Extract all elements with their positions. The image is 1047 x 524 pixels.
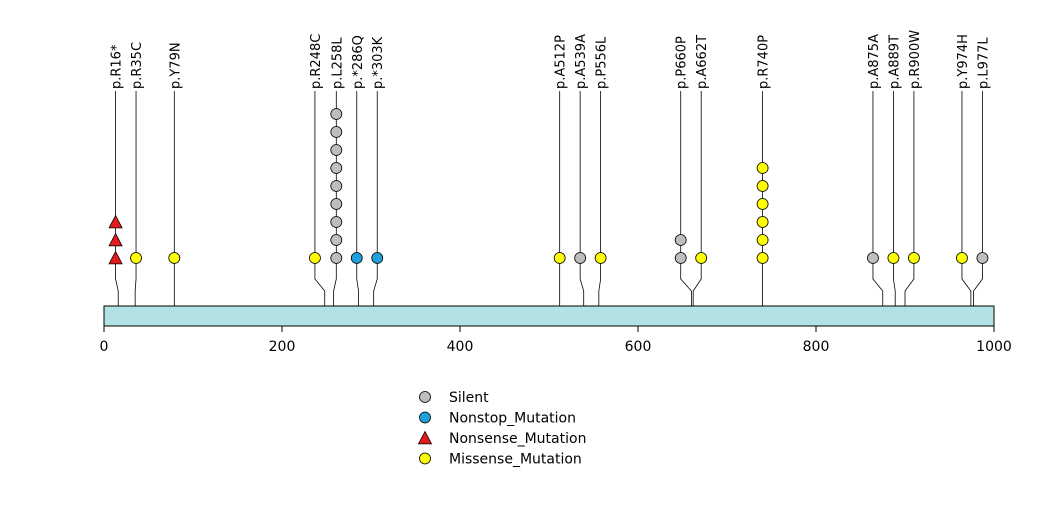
lollipop-stem xyxy=(356,91,359,326)
silent-marker xyxy=(330,234,343,246)
silent-marker xyxy=(574,252,587,264)
mutation-label: p.Y974H xyxy=(956,34,971,89)
missense-marker xyxy=(756,216,769,228)
silent-marker xyxy=(674,234,687,246)
x-tick-label: 600 xyxy=(625,339,652,355)
silent-marker xyxy=(330,198,343,210)
lollipop-stem xyxy=(373,91,378,326)
silent-marker xyxy=(330,180,343,192)
missense-marker xyxy=(756,180,769,192)
mutation-label: p.A889T xyxy=(887,35,902,89)
legend-missense-label: Missense_Mutation xyxy=(449,452,582,468)
legend-nonstop-label: Nonstop_Mutation xyxy=(449,411,576,427)
lollipop-stem xyxy=(692,91,702,326)
mutation-label: p.L977L xyxy=(976,37,991,89)
protein-bar xyxy=(103,305,995,327)
legend-nonsense-marker xyxy=(417,430,433,445)
missense-marker xyxy=(553,252,566,264)
legend-nonsense-label: Nonsense_Mutation xyxy=(449,431,586,447)
lollipop-stem xyxy=(598,91,602,326)
nonsense-marker xyxy=(108,250,123,265)
mutation-label: p.A875A xyxy=(867,34,882,89)
x-axis: 0 200 400 600 800 1000 xyxy=(100,325,1012,355)
missense-marker xyxy=(956,252,968,264)
mutation-label: p.*286Q xyxy=(351,35,366,89)
missense-marker xyxy=(594,252,607,264)
silent-marker xyxy=(976,252,989,264)
silent-marker xyxy=(867,252,879,264)
mutation-label: p.A539A xyxy=(574,34,589,89)
mutation-label: p.R900W xyxy=(908,30,923,89)
lollipop-stem xyxy=(904,91,915,326)
nonstop-marker xyxy=(350,252,363,264)
silent-marker xyxy=(674,252,687,264)
stems-layer xyxy=(115,91,983,326)
missense-marker xyxy=(756,234,769,246)
mutation-label: p.*303K xyxy=(371,36,386,89)
missense-marker xyxy=(887,252,900,264)
mutation-label: p.R248C xyxy=(309,34,324,89)
nonstop-marker xyxy=(371,252,384,264)
missense-marker xyxy=(130,252,142,264)
nonsense-marker xyxy=(108,232,123,247)
legend-silent-marker xyxy=(419,391,431,403)
mutation-label: p.R16* xyxy=(110,44,125,89)
mutation-labels-layer: p.R16* p.R35C p.Y79N p.R248C p.L258L p.*286Q p… xyxy=(110,30,992,89)
x-tick-label: 400 xyxy=(447,339,474,355)
silent-marker xyxy=(330,162,343,174)
missense-marker xyxy=(756,162,769,174)
mutation-label: p.L258L xyxy=(330,37,345,89)
silent-marker xyxy=(330,216,343,228)
lollipop-stem xyxy=(973,91,983,326)
silent-marker xyxy=(330,144,343,156)
x-tick-label: 800 xyxy=(803,339,830,355)
lollipop-stem xyxy=(680,91,692,326)
missense-marker xyxy=(695,252,708,264)
silent-marker xyxy=(330,126,343,138)
lollipop-stem xyxy=(961,91,972,326)
mutation-label: p.R740P xyxy=(757,35,772,89)
missense-marker xyxy=(309,252,321,264)
mutation-label: p.P660P xyxy=(675,36,690,89)
missense-marker xyxy=(168,252,181,264)
x-tick-label: 1000 xyxy=(976,339,1012,355)
lollipop-stem xyxy=(579,91,585,326)
mutation-label: p.P556L xyxy=(595,36,610,89)
nonsense-marker xyxy=(108,214,123,229)
lollipop-stem xyxy=(893,91,896,326)
legend-silent-label: Silent xyxy=(449,390,489,406)
markers-layer xyxy=(108,108,989,265)
missense-marker xyxy=(908,252,920,264)
legend-nonstop-marker xyxy=(419,411,431,424)
x-tick-label: 200 xyxy=(269,339,296,355)
mutation-label: p.A662T xyxy=(695,35,710,89)
lollipop-stem xyxy=(134,91,137,326)
x-tick-label: 0 xyxy=(100,339,109,355)
legend: Silent Nonstop_Mutation Nonsense_Mutation M… xyxy=(417,390,586,468)
missense-marker xyxy=(756,198,769,210)
silent-marker xyxy=(330,252,343,264)
missense-marker xyxy=(756,252,769,264)
mutation-label: p.Y79N xyxy=(168,42,183,89)
lollipop-stem xyxy=(115,91,119,326)
lollipop-stem xyxy=(314,91,326,326)
mutation-label: p.R35C xyxy=(130,42,145,89)
silent-marker xyxy=(330,108,343,120)
mutation-label: p.A512P xyxy=(554,35,569,89)
lollipop-stem xyxy=(872,91,884,326)
legend-missense-marker xyxy=(419,452,431,465)
